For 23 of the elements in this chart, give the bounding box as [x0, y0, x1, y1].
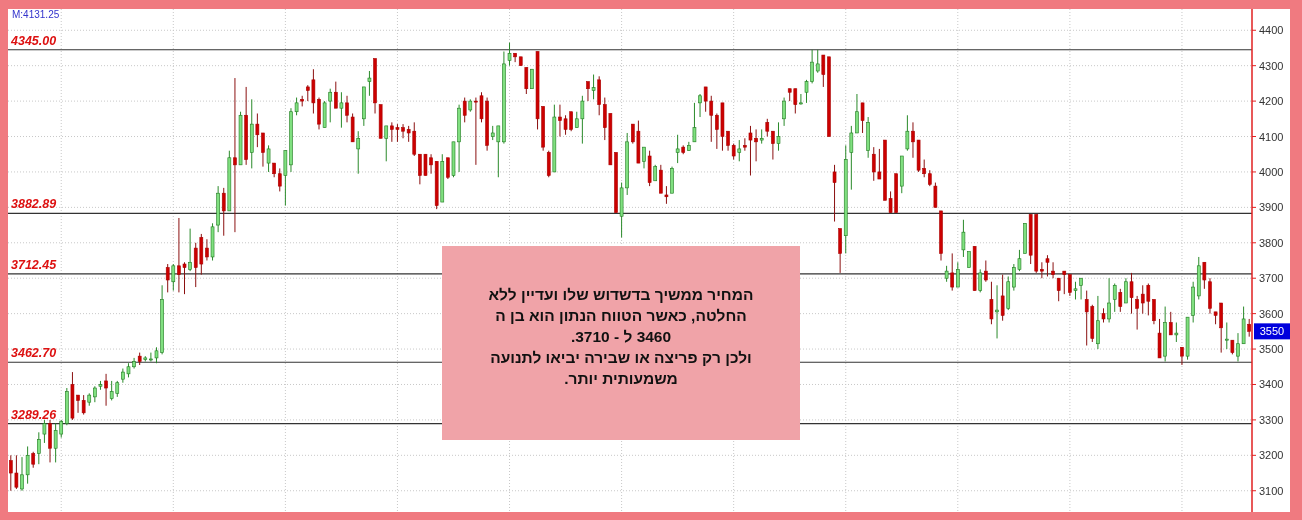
- y-tick-label: 3700: [1259, 272, 1284, 285]
- y-tick-label: 3300: [1259, 413, 1284, 426]
- y-tick-label: 4300: [1259, 59, 1284, 72]
- y-tick-label: 4400: [1259, 24, 1284, 37]
- y-tick-label: 3400: [1259, 378, 1284, 391]
- y-tick-label: 3200: [1259, 449, 1284, 462]
- y-tick-label: 3800: [1259, 236, 1284, 249]
- y-tick-label: 4200: [1259, 95, 1284, 108]
- y-tick-label: 3900: [1259, 201, 1284, 214]
- ref-line-label: 3882.89: [11, 197, 57, 212]
- annotation: M:4131.25: [12, 9, 60, 20]
- annotation-box: המחיר ממשיך בדשדוש שלו ועדיין ללא החלטה, כאשר הטווח הנתון הוא בן ה 3460 ל - 3710. ולכן רק פריצה או שבירה יביאו לתנועה משמעותית יותר.: [442, 246, 800, 440]
- y-tick-label: 3600: [1259, 307, 1284, 320]
- ref-line-label: 3289.26: [11, 407, 58, 422]
- y-tick-label: 3100: [1259, 484, 1284, 497]
- annotation: 3550: [1259, 325, 1285, 338]
- ref-line-label: 3712.45: [11, 257, 58, 272]
- price-tag: 3550: [1254, 323, 1290, 340]
- ref-line-label: 3462.70: [11, 346, 57, 361]
- y-tick-label: 4100: [1259, 130, 1284, 143]
- y-tick-label: 4000: [1259, 165, 1284, 178]
- y-tick-label: 3500: [1259, 343, 1284, 356]
- ref-line-label: 4345.00: [10, 33, 57, 48]
